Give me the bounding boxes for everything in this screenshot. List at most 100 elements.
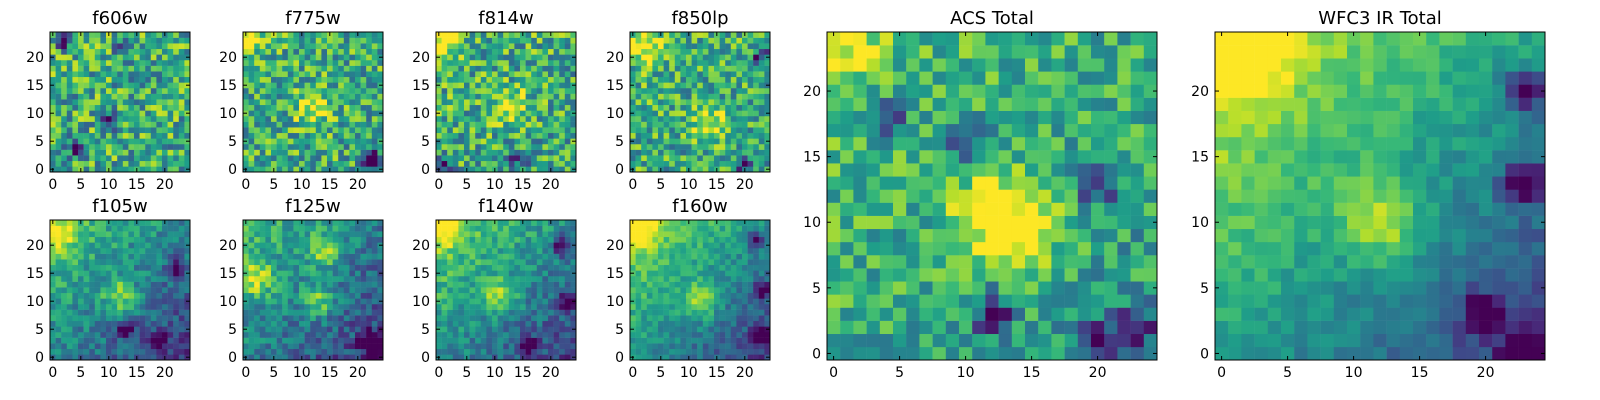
heatmap-cell: [646, 71, 653, 78]
heatmap-cell: [72, 281, 79, 288]
heatmap-cell: [553, 43, 560, 50]
heatmap-cell: [497, 298, 504, 305]
heatmap-cell: [441, 88, 448, 94]
heatmap-cell: [128, 127, 135, 134]
heatmap-cell: [652, 99, 659, 106]
heatmap-cell: [486, 60, 493, 66]
heatmap-cell: [83, 127, 90, 134]
heatmap-cell: [635, 287, 642, 294]
heatmap-cell: [50, 121, 56, 128]
heatmap-cell: [536, 160, 543, 167]
heatmap-cell: [702, 281, 709, 288]
heatmap-cell: [447, 287, 454, 294]
heatmap-cell: [469, 332, 476, 338]
heatmap-cell: [531, 160, 538, 167]
heatmap-cell: [674, 93, 681, 100]
heatmap-cell: [321, 231, 328, 238]
heatmap-cell: [674, 326, 681, 333]
heatmap-cell: [139, 37, 146, 44]
heatmap-cell: [686, 281, 692, 288]
heatmap-cell: [469, 315, 476, 322]
heatmap-cell: [122, 121, 129, 128]
heatmap-cell: [475, 253, 482, 260]
heatmap-cell: [332, 88, 339, 94]
heatmap-cell: [452, 43, 459, 50]
heatmap-cell: [293, 54, 300, 61]
heatmap-cell: [66, 348, 73, 355]
heatmap-cell: [315, 326, 322, 333]
heatmap-cell: [287, 253, 294, 260]
heatmap-cell: [475, 54, 482, 61]
heatmap-cell: [156, 32, 163, 38]
heatmap-cell: [646, 292, 653, 299]
heatmap-cell: [564, 332, 571, 338]
heatmap-cell: [520, 231, 526, 238]
heatmap-cell: [497, 65, 504, 72]
heatmap-cell: [719, 88, 726, 94]
heatmap-cell: [708, 65, 715, 72]
heatmap-cell: [630, 121, 636, 128]
heatmap-cell: [747, 281, 754, 288]
heatmap-cell: [520, 155, 526, 162]
heatmap-cell: [310, 248, 317, 254]
heatmap-cell: [742, 104, 748, 111]
heatmap-cell: [276, 281, 283, 288]
heatmap-cell: [564, 116, 571, 122]
heatmap-cell: [134, 276, 140, 282]
heatmap-cell: [702, 104, 709, 111]
heatmap-cell: [697, 110, 704, 117]
heatmap-cell: [758, 71, 765, 78]
heatmap-cell: [663, 138, 670, 145]
y-tick-label: 0: [421, 162, 430, 178]
heatmap-cell: [564, 71, 571, 78]
heatmap-cell: [287, 337, 294, 344]
heatmap-cell: [514, 71, 521, 78]
heatmap-cell: [310, 264, 317, 271]
heatmap-cell: [55, 93, 62, 100]
heatmap-cell: [764, 160, 771, 167]
heatmap-cell: [719, 155, 726, 162]
heatmap-cell: [162, 127, 168, 134]
heatmap-cell: [553, 231, 560, 238]
heatmap-cell: [66, 259, 73, 266]
heatmap-cell: [366, 65, 373, 72]
heatmap-cell: [145, 54, 152, 61]
heatmap-cell: [663, 160, 670, 167]
heatmap-cell: [61, 104, 68, 111]
heatmap-cell: [243, 248, 249, 254]
heatmap-cell: [441, 231, 448, 238]
heatmap-cell: [564, 315, 571, 322]
heatmap-cell: [441, 138, 448, 145]
heatmap-cell: [514, 160, 521, 167]
heatmap-cell: [243, 149, 249, 156]
heatmap-cell: [111, 48, 118, 55]
heatmap-cell: [702, 121, 709, 128]
heatmap-cell: [492, 88, 498, 94]
heatmap-cell: [742, 88, 748, 94]
x-tick-label: 20: [156, 365, 174, 381]
heatmap-cell: [50, 127, 56, 134]
heatmap-cell: [184, 248, 191, 254]
heatmap-cell: [89, 225, 96, 232]
heatmap-cell: [730, 116, 737, 122]
plot-frame: [435, 31, 577, 173]
heatmap-cell: [315, 138, 322, 145]
heatmap-cell: [464, 110, 470, 117]
heatmap-cell: [287, 220, 294, 226]
heatmap-cell: [134, 160, 140, 167]
heatmap-cell: [742, 292, 748, 299]
heatmap-cell: [525, 60, 532, 66]
heatmap-cell: [652, 155, 659, 162]
heatmap-cell: [72, 298, 79, 305]
heatmap-cell: [371, 127, 378, 134]
heatmap-cell: [265, 166, 272, 173]
heatmap-cell: [719, 37, 726, 44]
heatmap-cell: [464, 43, 470, 50]
heatmap-cell: [652, 71, 659, 78]
heatmap-cell: [321, 127, 328, 134]
heatmap-cell: [89, 82, 96, 89]
heatmap-cell: [753, 354, 760, 361]
heatmap-cell: [441, 309, 448, 316]
heatmap-cell: [714, 54, 720, 61]
heatmap-cell: [669, 65, 676, 72]
